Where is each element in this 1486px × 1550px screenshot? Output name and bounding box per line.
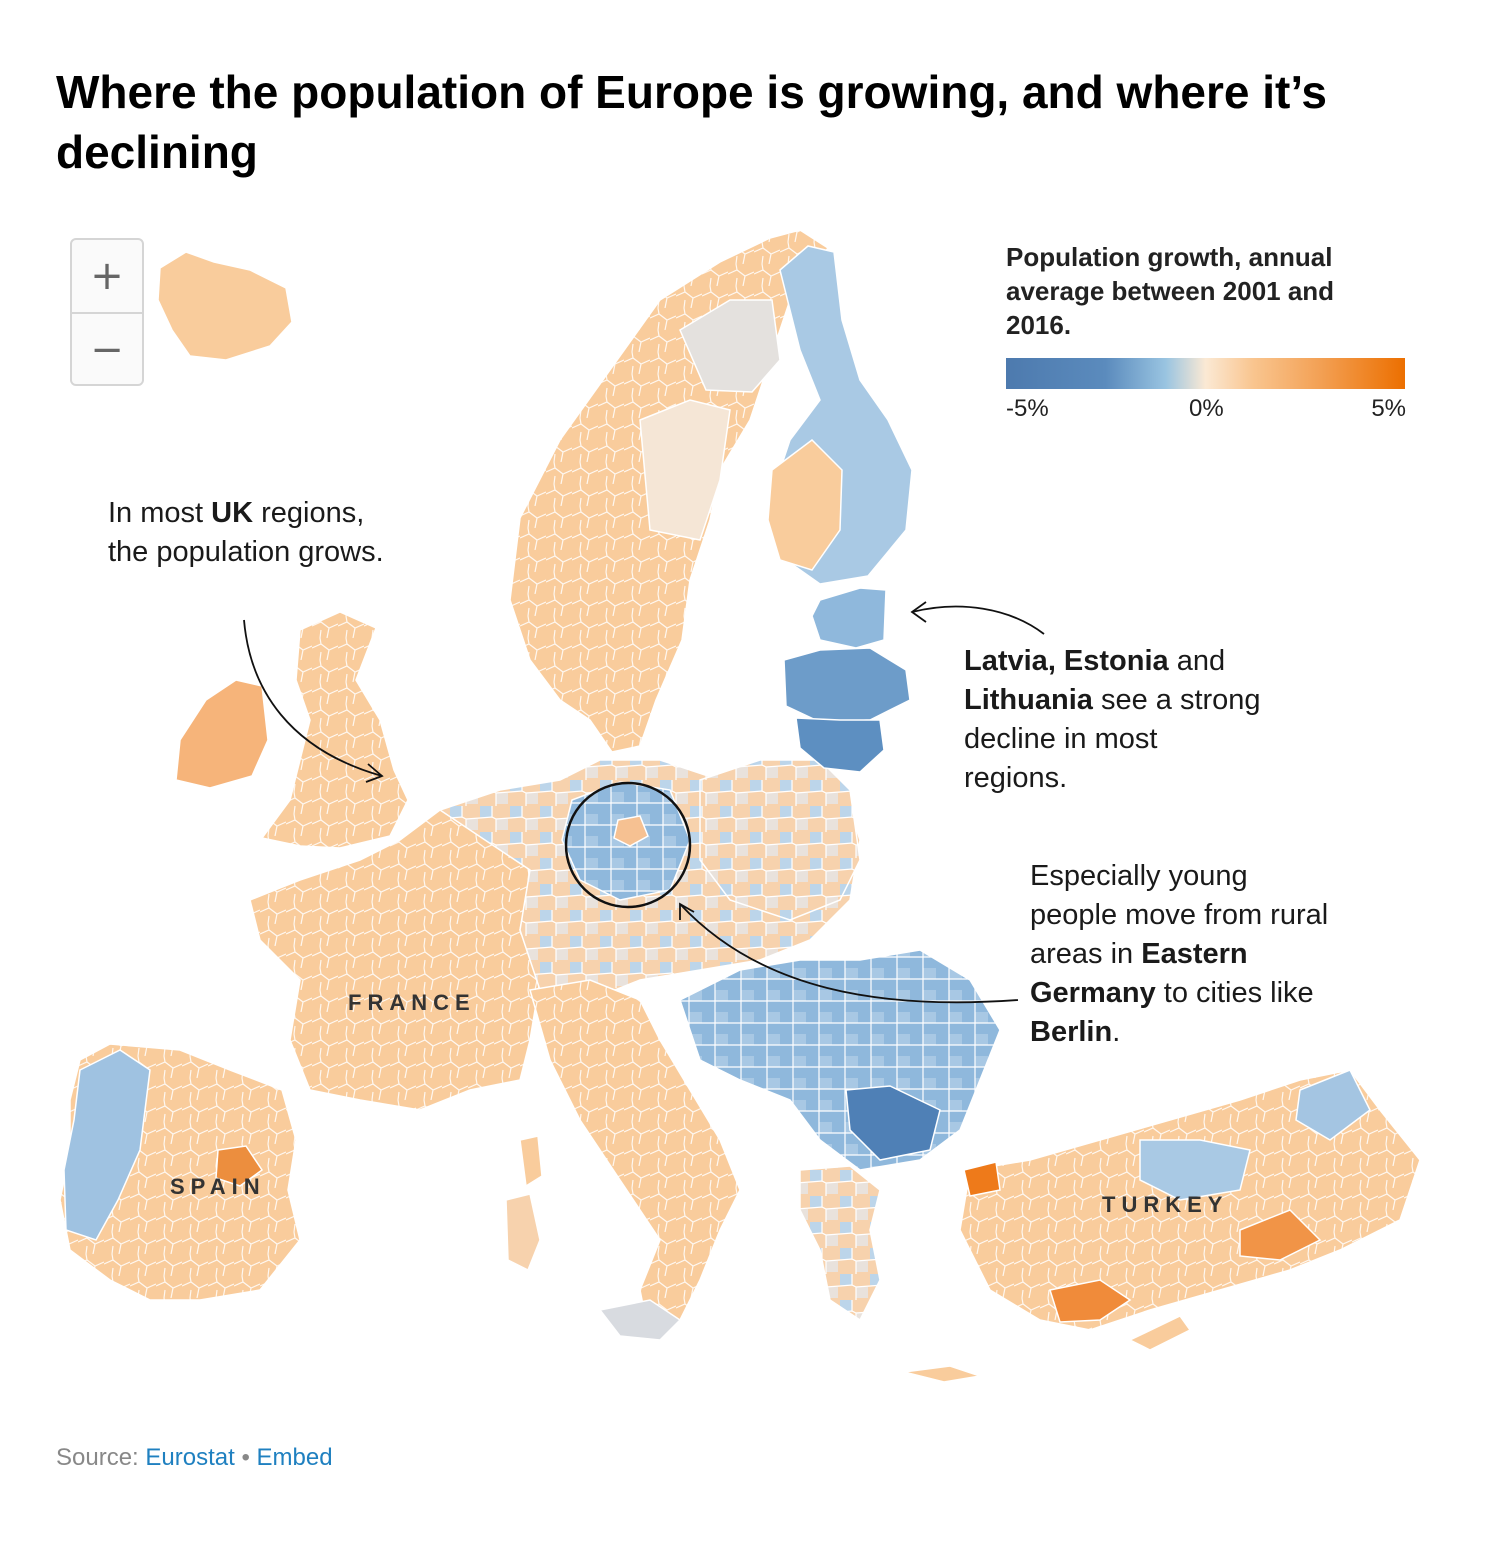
label-turkey: TURKEY <box>1102 1192 1229 1217</box>
region-iberia-west-decline[interactable] <box>63 1049 151 1241</box>
legend-max-label: 5% <box>1371 395 1406 422</box>
region-crete[interactable] <box>903 1365 981 1383</box>
region-sweden-light[interactable] <box>639 399 731 541</box>
region-greece[interactable] <box>799 1165 881 1322</box>
region-southeast-europe[interactable] <box>679 949 1001 1171</box>
region-cyprus[interactable] <box>1128 1315 1192 1351</box>
region-iceland[interactable] <box>157 251 293 361</box>
zoom-in-button[interactable]: + <box>72 240 142 312</box>
uk-arrowhead <box>365 763 384 783</box>
baltics-annotation: Latvia, Estonia and Lithuania see a stro… <box>964 645 1261 794</box>
region-istanbul[interactable] <box>963 1161 1001 1197</box>
label-spain: SPAIN <box>170 1174 266 1199</box>
source-separator: • <box>234 1444 257 1471</box>
region-finland-south[interactable] <box>767 439 843 571</box>
uk-annotation: In most UK regions, the population grows… <box>108 497 384 568</box>
berlin-highlight-circle <box>564 781 692 909</box>
region-turkey[interactable] <box>959 1069 1421 1331</box>
germany-annotation: Especially young people move from rural … <box>1030 860 1329 1048</box>
region-turkey-south-growth[interactable] <box>1239 1209 1322 1261</box>
legend-min-label: -5% <box>1006 395 1049 422</box>
uk-annotation-arrow <box>243 619 383 777</box>
region-northern-sweden-neutral[interactable] <box>679 299 781 393</box>
eurostat-link[interactable]: Eurostat <box>145 1444 235 1471</box>
legend-mid-label: 0% <box>1189 395 1224 422</box>
source-line: Source: Eurostat • Embed <box>56 1444 333 1472</box>
zoom-out-button[interactable]: − <box>72 314 142 386</box>
legend-ticks: -5% 0% 5% <box>1006 395 1406 431</box>
region-poland[interactable] <box>699 759 861 921</box>
legend: Population growth, annual average betwee… <box>1006 240 1406 431</box>
region-corsica[interactable] <box>519 1135 543 1188</box>
region-great-britain[interactable] <box>260 611 409 849</box>
baltics-annotation-arrow <box>911 605 1045 635</box>
region-ireland[interactable] <box>175 679 269 789</box>
germany-annotation-arrow <box>679 903 1019 1004</box>
region-estonia[interactable] <box>811 587 887 649</box>
legend-color-ramp <box>1006 358 1405 389</box>
zoom-divider <box>72 312 142 314</box>
region-italy[interactable] <box>529 979 741 1342</box>
germany-arrowhead <box>679 902 695 920</box>
region-turkey-east-decline[interactable] <box>1295 1069 1371 1141</box>
region-bulgaria-decline[interactable] <box>845 1085 941 1161</box>
region-sicily[interactable] <box>598 1299 682 1341</box>
region-antalya[interactable] <box>1049 1279 1132 1323</box>
chart-title: Where the population of Europe is growin… <box>56 66 1328 178</box>
baltics-arrowhead <box>910 601 927 623</box>
region-lithuania[interactable] <box>795 717 885 773</box>
zoom-control: + − <box>70 238 144 386</box>
source-prefix: Source: <box>56 1444 146 1471</box>
region-turkey-central-decline[interactable] <box>1139 1139 1251 1201</box>
region-berlin[interactable] <box>613 815 649 847</box>
region-madrid[interactable] <box>215 1145 264 1187</box>
label-france: FRANCE <box>348 990 476 1015</box>
legend-title: Population growth, annual average betwee… <box>1006 242 1335 340</box>
region-sardinia[interactable] <box>505 1193 541 1272</box>
region-latvia[interactable] <box>783 647 911 723</box>
embed-link[interactable]: Embed <box>256 1444 333 1471</box>
